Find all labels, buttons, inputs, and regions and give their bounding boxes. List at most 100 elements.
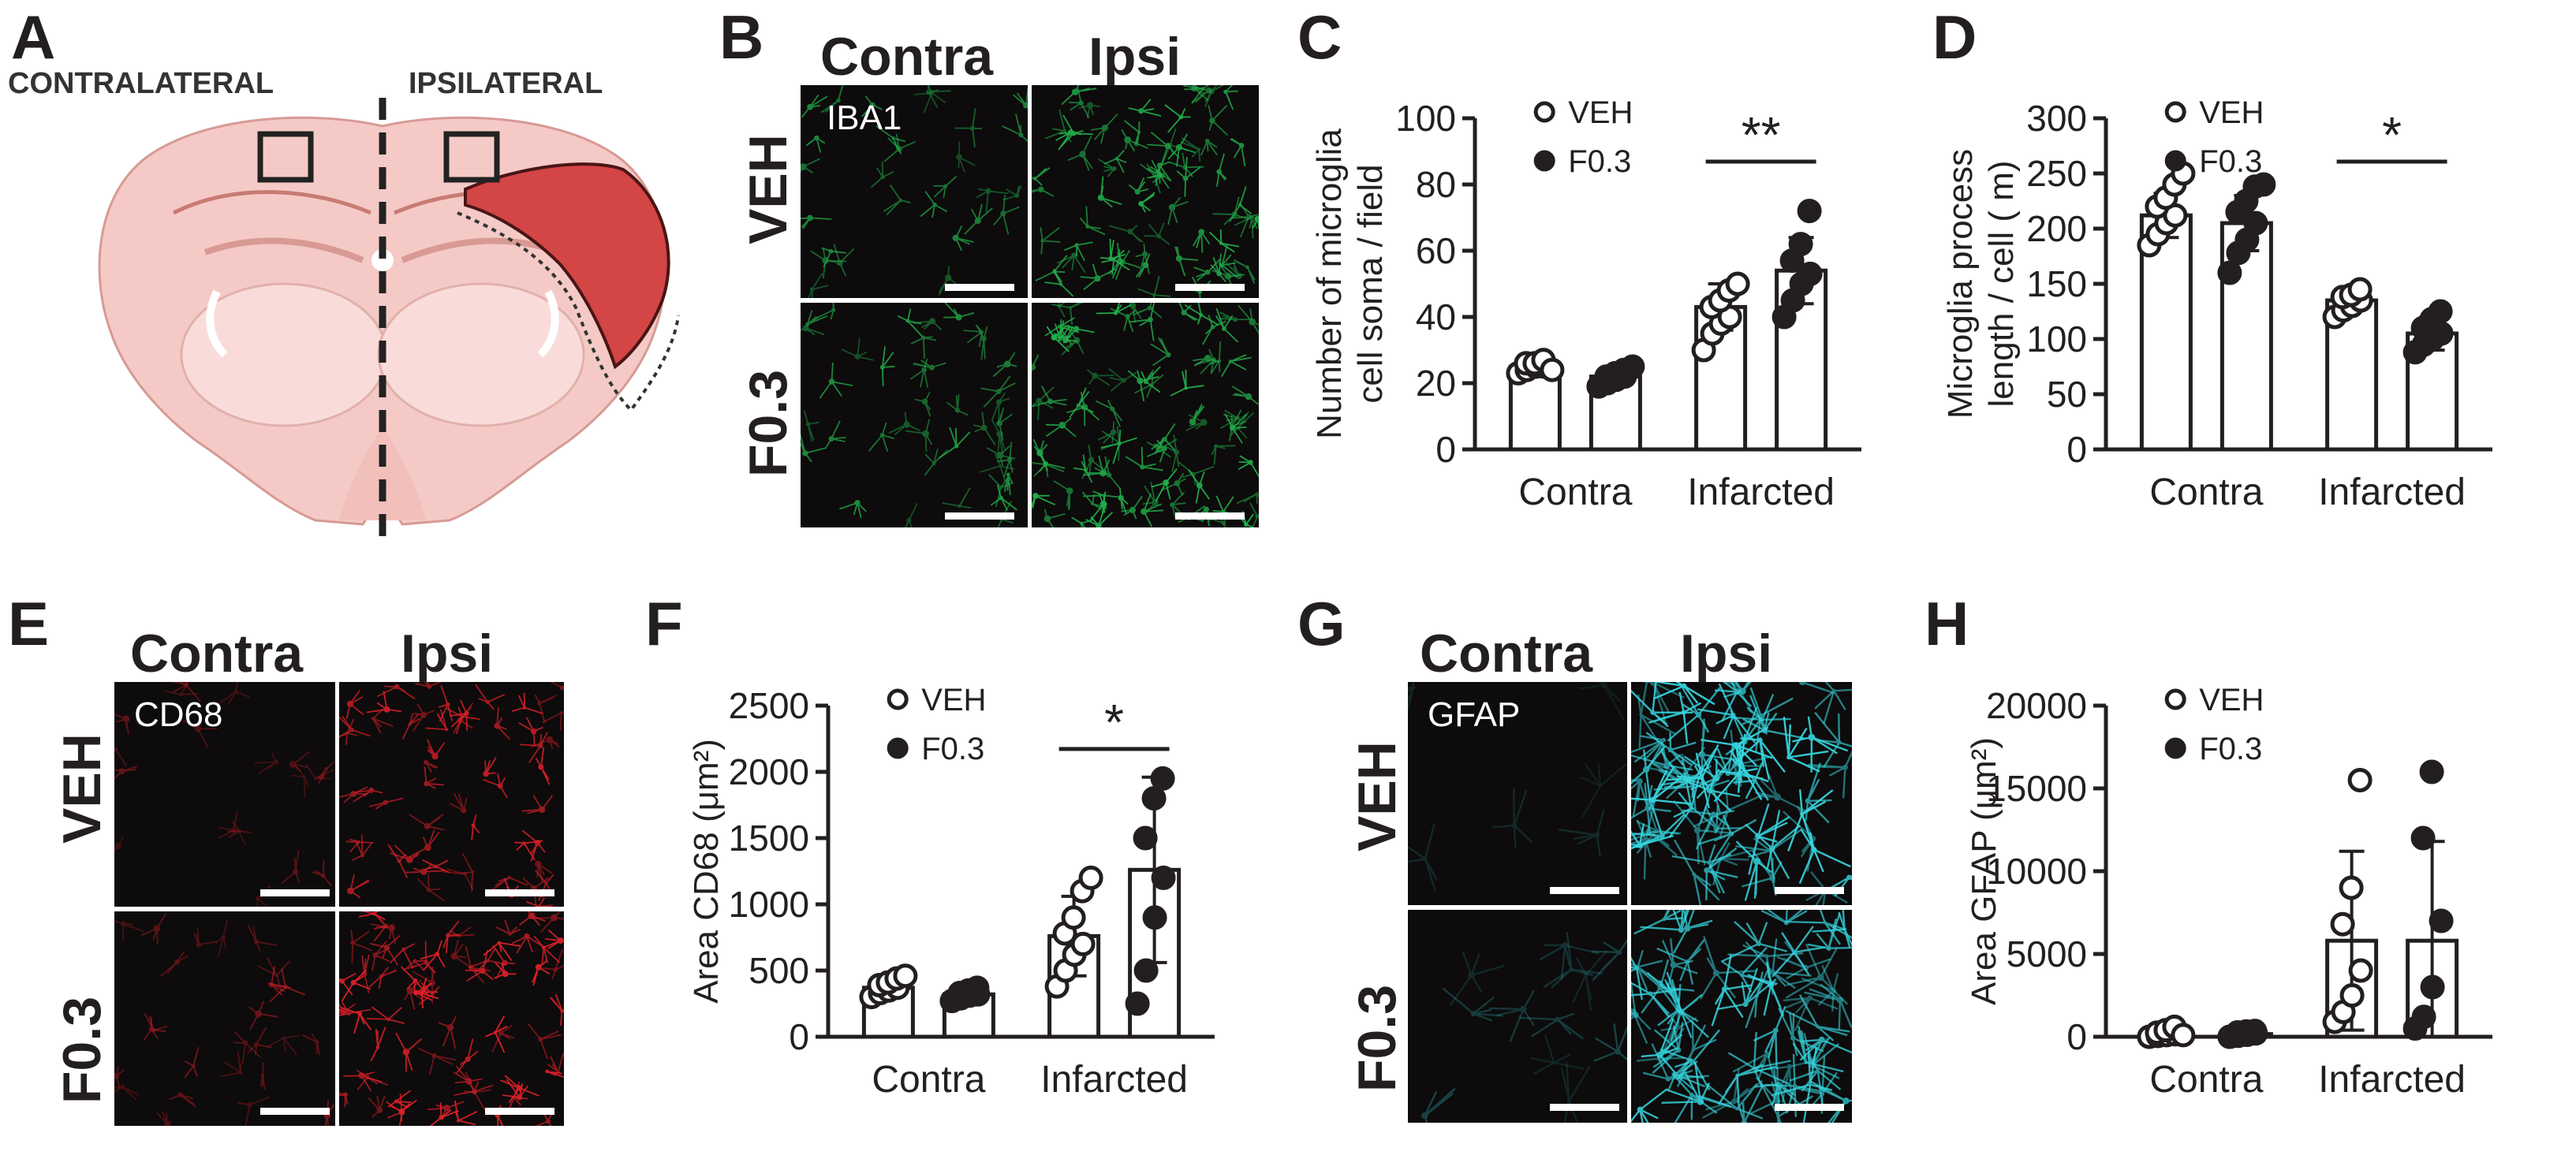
y-tick-label: 20000	[1986, 685, 2087, 726]
data-point	[2429, 908, 2454, 933]
x-category-label: Contra	[2149, 1059, 2263, 1101]
scale-bar	[945, 284, 1014, 291]
data-point	[1133, 958, 1159, 983]
cd68-ipsi-veh-image	[339, 682, 564, 907]
data-point	[1142, 905, 1167, 930]
legend-marker	[2164, 101, 2186, 123]
y-tick-label: 80	[1416, 164, 1456, 205]
panel-label-a: A	[11, 2, 56, 72]
chart-h-area-gfap: Area GFAP (μm²) 0 5000 10000 15000 20000 Contr…	[1965, 683, 2492, 1101]
significance-stars: *	[1104, 694, 1124, 751]
data-point	[2339, 875, 2364, 900]
data-point	[1788, 232, 1813, 257]
gfap-ipsi-f03-image	[1631, 910, 1852, 1123]
y-tick-label: 2500	[729, 685, 809, 726]
data-point	[1620, 354, 1645, 379]
data-point	[1540, 357, 1565, 382]
legend-marker	[1533, 150, 1555, 172]
panel-g-col-ipsi: Ipsi	[1680, 624, 1773, 684]
data-point	[2217, 260, 2242, 285]
y-tick-label: 0	[1435, 429, 1456, 470]
y-axis-label: Area CD68 (μm²)	[687, 739, 726, 1004]
data-point	[2348, 958, 2373, 983]
y-tick-label: 100	[1395, 98, 1456, 139]
significance-stars: **	[1742, 106, 1781, 163]
data-point	[1725, 271, 1750, 296]
iba1-contra-f03-image	[801, 303, 1028, 527]
panel-b-row-veh: VEH	[738, 134, 798, 244]
panel-label-c: C	[1297, 2, 1342, 72]
data-point	[2347, 277, 2373, 302]
scale-bar	[485, 889, 554, 896]
panel-b-row-f03: F0.3	[738, 369, 798, 477]
stain-label-gfap: GFAP	[1428, 695, 1521, 734]
data-point	[2171, 1023, 2196, 1048]
gfap-contra-f03-image	[1408, 910, 1627, 1123]
legend-marker	[887, 688, 909, 710]
y-axis-label: Number of microglia	[1310, 129, 1349, 439]
significance-stars: *	[2382, 106, 2402, 163]
y-tick-label: 5000	[2007, 933, 2087, 974]
panel-g-row-f03: F0.3	[1347, 984, 1407, 1092]
scale-bar	[1550, 1104, 1619, 1111]
data-point	[1797, 199, 1822, 224]
y-tick-label: 500	[749, 950, 809, 991]
data-point	[1125, 991, 1150, 1016]
stain-label-cd68: CD68	[134, 695, 223, 734]
y-tick-label: 1000	[729, 884, 809, 925]
legend-marker	[2164, 150, 2186, 172]
data-point	[2330, 911, 2355, 937]
y-tick-label: 15000	[1986, 768, 2087, 809]
x-category-label: Infarcted	[1040, 1059, 1188, 1101]
scale-bar	[1175, 512, 1245, 520]
panel-b-col-contra: Contra	[820, 27, 994, 87]
panel-e-row-veh: VEH	[52, 733, 112, 844]
data-point	[1150, 766, 1175, 791]
y-axis-label: Area GFAP (μm²)	[1965, 737, 2003, 1005]
scale-bar	[1775, 1104, 1844, 1111]
y-tick-label: 60	[1416, 230, 1456, 271]
scale-bar	[260, 1108, 330, 1115]
scale-bar	[1550, 887, 1619, 894]
legend-marker	[2164, 688, 2186, 710]
y-tick-label: 2000	[729, 751, 809, 792]
x-category-label: Infarcted	[2318, 471, 2466, 513]
legend-marker	[887, 737, 909, 759]
data-point	[2419, 759, 2444, 784]
y-tick-label: 300	[2026, 98, 2087, 139]
data-point	[2420, 974, 2445, 1000]
data-point	[2410, 825, 2436, 851]
y-tick-label: 0	[2066, 429, 2087, 470]
data-point	[2339, 983, 2365, 1008]
legend-label: VEH	[921, 683, 986, 717]
data-point	[2242, 1019, 2268, 1044]
panel-g-row-veh: VEH	[1347, 741, 1407, 851]
gfap-ipsi-veh-image	[1631, 682, 1852, 905]
panel-e-col-contra: Contra	[130, 624, 304, 684]
x-category-label: Contra	[2149, 471, 2263, 513]
legend-label: F0.3	[2199, 732, 2262, 766]
brain-schematic	[98, 95, 680, 536]
y-tick-label: 100	[2026, 319, 2087, 360]
data-point	[1151, 865, 1176, 890]
legend-label: VEH	[2199, 683, 2264, 717]
gfap-contra-veh-image	[1408, 682, 1627, 905]
y-tick-label: 10000	[1986, 851, 2087, 892]
scale-bar	[1775, 887, 1844, 894]
data-point	[1070, 931, 1096, 956]
legend-label: F0.3	[1568, 144, 1631, 179]
data-point	[1133, 825, 1158, 851]
data-point	[2428, 299, 2453, 324]
data-point	[1798, 261, 1823, 286]
chart-d-process-length: Microglia process length / cell ( m) 0 50 10…	[1941, 95, 2492, 513]
cd68-contra-veh-image	[114, 682, 335, 907]
y-axis-label: Microglia process	[1941, 149, 1980, 419]
contralateral-label: CONTRALATERAL	[8, 67, 274, 100]
cd68-ipsi-f03-image	[339, 911, 564, 1126]
y-tick-label: 0	[2066, 1016, 2087, 1057]
y-tick-label: 0	[789, 1016, 809, 1057]
iba1-ipsi-veh-image	[1032, 85, 1259, 298]
panel-label-f: F	[645, 589, 683, 658]
x-category-label: Contra	[872, 1059, 985, 1101]
y-tick-label: 50	[2047, 374, 2087, 415]
